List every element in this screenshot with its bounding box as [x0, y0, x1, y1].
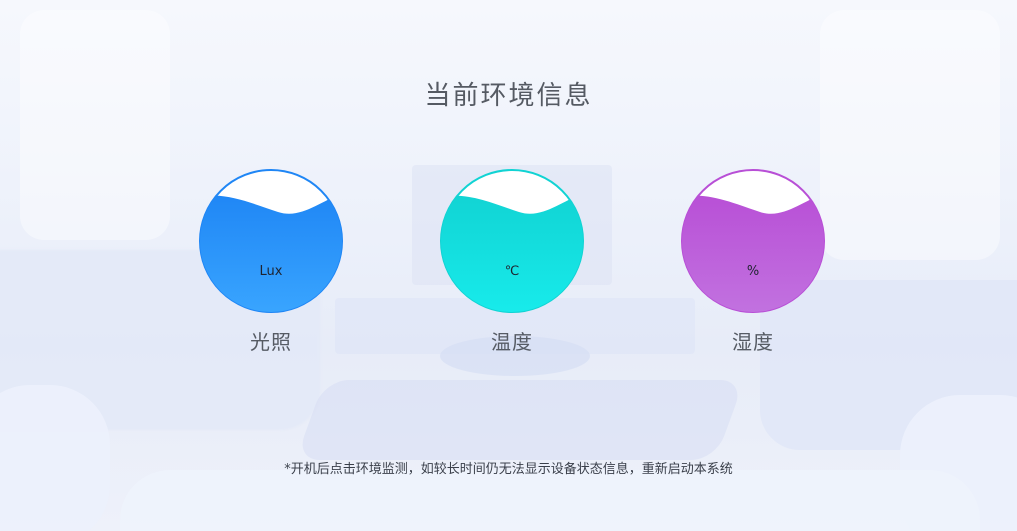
light-label: 光照 — [250, 330, 292, 354]
humidity-label: 湿度 — [732, 330, 774, 354]
temperature-wave-icon — [440, 169, 584, 313]
temperature-gauge[interactable]: ℃ 温度 — [439, 168, 585, 355]
temperature-label: 温度 — [491, 330, 533, 354]
coffee-table — [440, 336, 590, 376]
temperature-unit: ℃ — [504, 264, 520, 279]
humidity-unit: % — [746, 264, 760, 279]
humidity-wave-icon — [681, 169, 825, 313]
window-right — [820, 10, 1000, 260]
humidity-gauge-circle[interactable]: % — [680, 168, 826, 314]
sofa-left-arm — [0, 385, 110, 531]
light-gauge[interactable]: Lux 光照 — [198, 168, 344, 355]
temperature-gauge-circle[interactable]: ℃ — [439, 168, 585, 314]
page-title: 当前环境信息 — [424, 81, 593, 111]
light-gauge-circle[interactable]: Lux — [198, 168, 344, 314]
footnote: *开机后点击环境监测，如较长时间仍无法显示设备状态信息，重新启动本系统 — [284, 462, 733, 477]
sofa-front — [120, 470, 980, 531]
light-unit: Lux — [259, 264, 283, 279]
light-wave-icon — [199, 169, 343, 313]
window-left — [20, 10, 170, 240]
humidity-gauge[interactable]: % 湿度 — [680, 168, 826, 355]
